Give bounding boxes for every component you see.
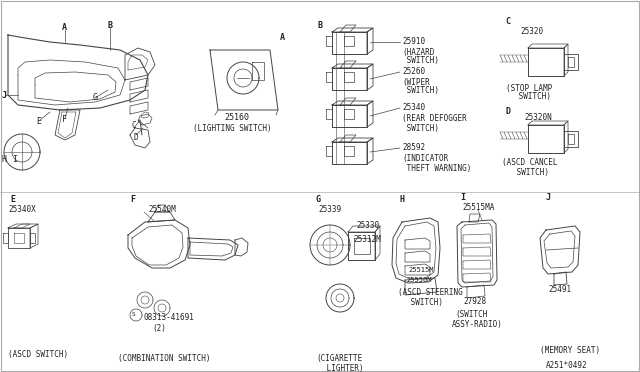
Text: 25320: 25320 (520, 28, 543, 36)
Text: (CIGARETTE: (CIGARETTE (316, 353, 362, 362)
Text: E: E (10, 196, 15, 205)
Text: (ASCD CANCEL: (ASCD CANCEL (502, 158, 557, 167)
Text: 25515M: 25515M (408, 267, 433, 273)
Text: 25312M: 25312M (353, 235, 381, 244)
Text: 28592: 28592 (402, 144, 425, 153)
Text: A: A (62, 23, 67, 32)
Text: (HAZARD: (HAZARD (402, 48, 435, 57)
Text: 25260: 25260 (402, 67, 425, 77)
Text: 25340: 25340 (402, 103, 425, 112)
Text: G: G (315, 196, 320, 205)
Text: D: D (133, 132, 138, 141)
Text: SWITCH): SWITCH) (514, 93, 551, 102)
Text: I: I (12, 155, 17, 164)
Text: D: D (505, 108, 510, 116)
Text: (MEMORY SEAT): (MEMORY SEAT) (540, 346, 600, 355)
Text: C: C (505, 17, 510, 26)
Text: THEFT WARNING): THEFT WARNING) (402, 164, 472, 173)
Text: 25550M: 25550M (406, 277, 431, 283)
Text: B: B (107, 22, 112, 31)
Text: 25320N: 25320N (524, 113, 552, 122)
Text: 25330: 25330 (356, 221, 379, 231)
Text: SWITCH): SWITCH) (402, 57, 439, 65)
Text: 25540M: 25540M (148, 205, 176, 215)
Text: E: E (36, 118, 41, 126)
Text: G: G (93, 93, 98, 102)
Text: F: F (62, 115, 67, 125)
Text: (REAR DEFOGGER: (REAR DEFOGGER (402, 113, 467, 122)
Text: SWITCH): SWITCH) (406, 298, 443, 308)
Text: (2): (2) (152, 324, 166, 333)
Text: (WIPER: (WIPER (402, 77, 429, 87)
Text: J: J (545, 192, 550, 202)
Text: (INDICATOR: (INDICATOR (402, 154, 448, 163)
Text: SWITCH): SWITCH) (402, 87, 439, 96)
Text: 25340X: 25340X (8, 205, 36, 215)
Text: S: S (132, 312, 136, 317)
Text: 25339: 25339 (318, 205, 341, 215)
Text: J: J (2, 90, 7, 99)
Text: SWITCH): SWITCH) (402, 124, 439, 132)
Text: 08313-41691: 08313-41691 (144, 314, 195, 323)
Text: (STOP LAMP: (STOP LAMP (506, 83, 552, 93)
Text: 25491: 25491 (548, 285, 571, 295)
Text: I: I (460, 192, 465, 202)
Text: F: F (130, 196, 135, 205)
Text: H: H (400, 196, 405, 205)
Text: (ASCD SWITCH): (ASCD SWITCH) (8, 350, 68, 359)
Text: 27928: 27928 (463, 298, 486, 307)
Text: 25515MA: 25515MA (462, 202, 494, 212)
Text: B: B (318, 20, 323, 29)
Text: 25160: 25160 (225, 113, 250, 122)
Text: (SWITCH: (SWITCH (455, 311, 488, 320)
Text: A251*0492: A251*0492 (546, 362, 588, 371)
Text: SWITCH): SWITCH) (512, 167, 549, 176)
Text: LIGHTER): LIGHTER) (322, 363, 364, 372)
Text: (COMBINATION SWITCH): (COMBINATION SWITCH) (118, 353, 211, 362)
Text: ASSY-RADIO): ASSY-RADIO) (452, 321, 503, 330)
Text: (ASCD STEERING: (ASCD STEERING (398, 289, 463, 298)
Text: C: C (131, 122, 136, 131)
Text: 25910: 25910 (402, 38, 425, 46)
Text: A: A (280, 33, 285, 42)
Text: (LIGHTING SWITCH): (LIGHTING SWITCH) (193, 124, 271, 132)
Text: H: H (1, 155, 6, 164)
